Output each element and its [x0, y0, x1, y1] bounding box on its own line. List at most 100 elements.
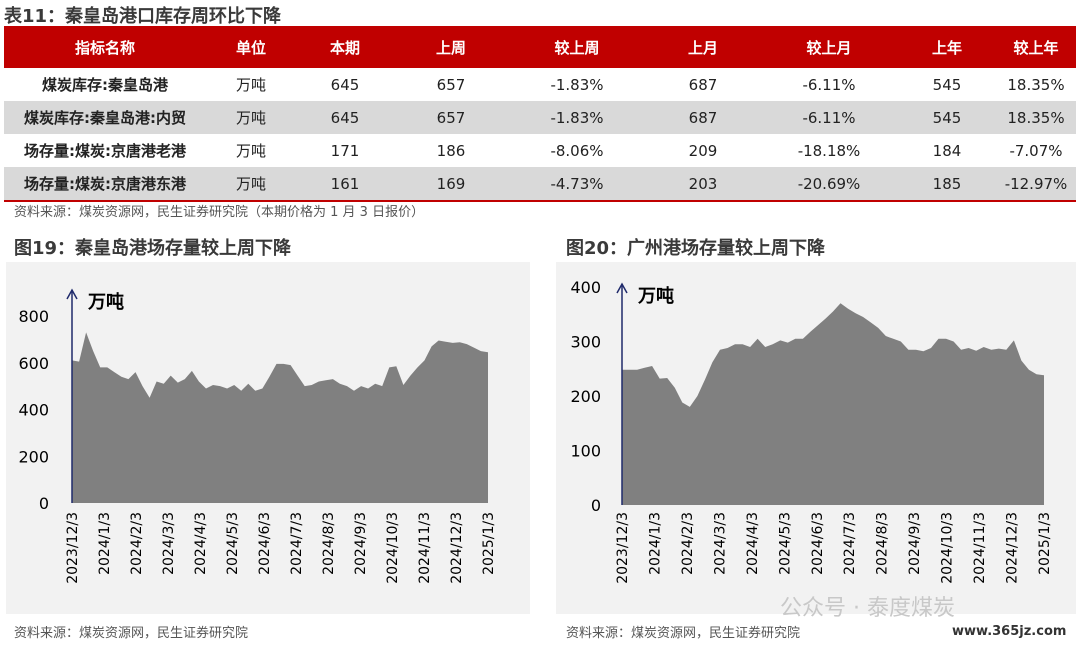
- y-tick-label: 400: [570, 278, 601, 297]
- cell: -12.97%: [996, 167, 1076, 202]
- stock-table: 指标名称 单位 本期 上周 较上周 上月 较上月 上年 较上年 煤炭库存:秦皇岛…: [4, 26, 1076, 202]
- row-name: 场存量:煤炭:京唐港老港: [24, 142, 186, 160]
- cell: 185: [898, 167, 996, 202]
- y-tick-label: 0: [39, 494, 49, 513]
- table-title: 表11：秦皇岛港口库存周环比下降: [4, 6, 282, 27]
- figure19-chart: 万吨 0 200 400 600 800 2023/12/3 2024/1/3 2024/2/3…: [18, 288, 497, 584]
- table-source: 资料来源：煤炭资源网，民生证券研究院（本期价格为 1 月 3 日报价）: [14, 205, 425, 220]
- y-tick-label: 800: [18, 307, 49, 326]
- cell: -20.69%: [760, 167, 898, 202]
- cell: 万吨: [206, 101, 296, 134]
- table-row: 场存量:煤炭:京唐港老港 万吨 171 186 -8.06% 209 -18.1…: [4, 134, 1076, 167]
- y-tick-label: 100: [570, 442, 601, 461]
- header-cell: 单位: [206, 26, 296, 68]
- table-header-row: 指标名称 单位 本期 上周 较上周 上月 较上月 上年 较上年: [4, 26, 1076, 68]
- cell: 161: [296, 167, 394, 202]
- x-tick-label: 2024/2/3: [680, 512, 696, 575]
- cell: -6.11%: [760, 101, 898, 134]
- cell: 184: [932, 141, 962, 160]
- x-tick-label: 2024/11/3: [972, 512, 988, 584]
- x-tick-label: 2024/12/3: [1005, 512, 1021, 584]
- header-cell: 指标名称: [4, 26, 206, 68]
- x-tick-label: 2024/10/3: [940, 512, 956, 584]
- cell: 645: [296, 101, 394, 134]
- cell: 687: [646, 101, 760, 134]
- x-tick-label: 2024/9/3: [353, 512, 369, 575]
- y-axis-arrow-icon: [616, 282, 628, 294]
- x-tick-label: 2024/4/3: [745, 512, 761, 575]
- x-tick-label: 2024/11/3: [417, 512, 433, 584]
- y-tick-label: 600: [18, 354, 49, 373]
- x-tick-label: 2024/7/3: [842, 512, 858, 575]
- x-tick-label: 2025/1/3: [1037, 512, 1053, 575]
- cell: -4.73%: [508, 167, 646, 202]
- figure20-source: 资料来源：煤炭资源网，民生证券研究院: [566, 626, 801, 641]
- x-tick-label: 2024/5/3: [225, 512, 241, 575]
- cell: -18.18%: [797, 141, 861, 160]
- figure19-title: 图19：秦皇岛港场存量较上周下降: [14, 238, 292, 259]
- y-tick-label: 200: [18, 447, 49, 466]
- header-cell: 上年: [898, 26, 996, 68]
- header-cell: 较上周: [508, 26, 646, 68]
- cell: 万吨: [206, 167, 296, 202]
- row-name: 场存量:煤炭:京唐港东港: [4, 167, 206, 202]
- cell: 209: [688, 141, 718, 160]
- cell: -1.83%: [550, 75, 604, 94]
- x-tick-label: 2024/8/3: [321, 512, 337, 575]
- table-row: 煤炭库存:秦皇岛港 万吨 645 657 -1.83% 687 -6.11% 5…: [4, 68, 1076, 101]
- cell: 203: [646, 167, 760, 202]
- y-tick-label: 300: [570, 333, 601, 352]
- y-axis-arrow-icon: [66, 288, 78, 300]
- cell: -8.06%: [550, 141, 604, 160]
- x-tick-label: 2024/1/3: [647, 512, 663, 575]
- x-tick-label: 2024/3/3: [712, 512, 728, 575]
- table-row: 煤炭库存:秦皇岛港:内贸 万吨 645 657 -1.83% 687 -6.11…: [4, 101, 1076, 134]
- x-tick-label: 2024/7/3: [289, 512, 305, 575]
- x-tick-label: 2023/12/3: [615, 512, 631, 584]
- figure19-source: 资料来源：煤炭资源网，民生证券研究院: [14, 626, 249, 641]
- header-cell: 较上月: [760, 26, 898, 68]
- cell: 687: [688, 75, 718, 94]
- cell: 186: [436, 141, 466, 160]
- area-series: [622, 303, 1044, 505]
- x-tick-label: 2024/6/3: [257, 512, 273, 575]
- cell: 657: [394, 101, 508, 134]
- cell: 万吨: [235, 76, 266, 94]
- watermark-text: 公众号 · 泰度煤炭: [780, 596, 955, 621]
- cell: -1.83%: [508, 101, 646, 134]
- figure19-frame: 万吨 0 200 400 600 800 2023/12/3 2024/1/3 2024/2/3…: [6, 262, 530, 614]
- cell: 18.35%: [996, 101, 1076, 134]
- x-tick-label: 2023/12/3: [65, 512, 81, 584]
- header-cell: 本期: [296, 26, 394, 68]
- cell: 万吨: [235, 142, 266, 160]
- cell: 545: [898, 101, 996, 134]
- cell: -7.07%: [1009, 141, 1063, 160]
- cell: 645: [330, 75, 360, 94]
- table-row: 场存量:煤炭:京唐港东港 万吨 161 169 -4.73% 203 -20.6…: [4, 167, 1076, 202]
- y-tick-label: 200: [570, 387, 601, 406]
- cell: 169: [394, 167, 508, 202]
- header-cell: 上月: [646, 26, 760, 68]
- x-tick-label: 2024/9/3: [907, 512, 923, 575]
- y-unit-label: 万吨: [637, 285, 674, 307]
- x-tick-label: 2025/1/3: [481, 512, 497, 575]
- x-tick-label: 2024/10/3: [385, 512, 401, 584]
- x-tick-label: 2024/6/3: [810, 512, 826, 575]
- x-tick-label: 2024/2/3: [129, 512, 145, 575]
- figure20-title: 图20：广州港场存量较上周下降: [566, 238, 826, 259]
- row-name: 煤炭库存:秦皇岛港:内贸: [4, 101, 206, 134]
- x-tick-label: 2024/4/3: [193, 512, 209, 575]
- x-tick-label: 2024/5/3: [777, 512, 793, 575]
- y-tick-label: 0: [591, 496, 601, 515]
- y-tick-label: 400: [18, 401, 49, 420]
- y-unit-label: 万吨: [87, 291, 124, 313]
- cell: 657: [436, 75, 466, 94]
- x-tick-label: 2024/1/3: [97, 512, 113, 575]
- x-tick-label: 2024/12/3: [449, 512, 465, 584]
- cell: 171: [330, 141, 360, 160]
- x-tick-label: 2024/8/3: [875, 512, 891, 575]
- cell: -6.11%: [802, 75, 856, 94]
- row-name: 煤炭库存:秦皇岛港: [42, 76, 168, 94]
- watermark-site: www.365jz.com: [952, 624, 1067, 639]
